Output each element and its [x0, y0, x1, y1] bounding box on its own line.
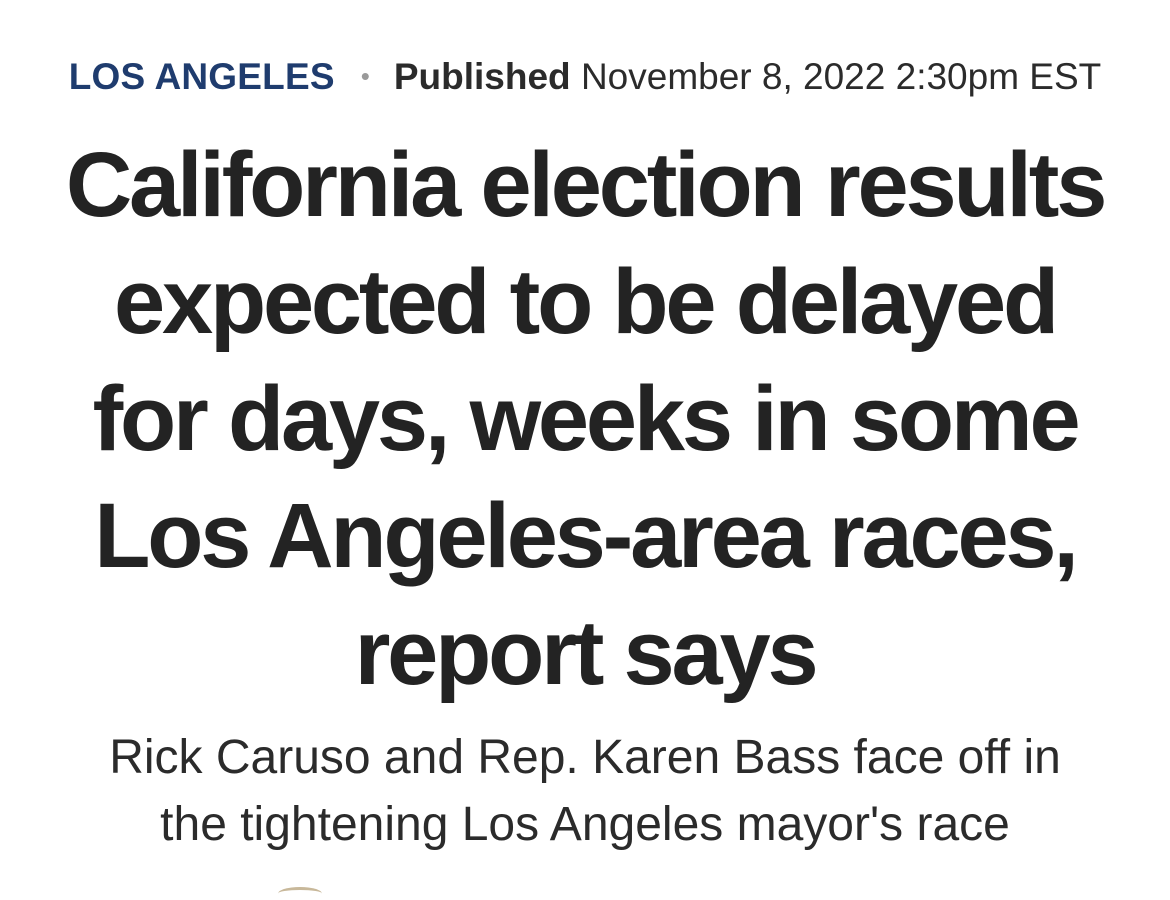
section-link[interactable]: LOS ANGELES — [68, 56, 335, 97]
headline-line: report says — [354, 602, 819, 704]
published-date: November 8, 2022 2:30pm EST — [580, 56, 1102, 97]
headline-line: Los Angeles-area races, — [94, 485, 1079, 587]
published-label: Published — [393, 56, 571, 97]
subheadline-line: Rick Caruso and Rep. Karen Bass face off… — [109, 731, 1061, 784]
headline-line: expected to be delayed — [114, 251, 1059, 353]
meta-separator: • — [360, 61, 370, 91]
headline-line: California election results — [65, 134, 1108, 236]
headline-line: for days, weeks in some — [92, 368, 1081, 470]
subheadline-line: the tightening Los Angeles mayor's race — [160, 798, 1010, 851]
article-meta: LOS ANGELES • Published November 8, 2022 2… — [0, 52, 1170, 105]
headline: California election results expected to … — [30, 127, 1140, 712]
article-image-edge — [278, 887, 322, 900]
subheadline: Rick Caruso and Rep. Karen Bass face off… — [30, 724, 1140, 858]
